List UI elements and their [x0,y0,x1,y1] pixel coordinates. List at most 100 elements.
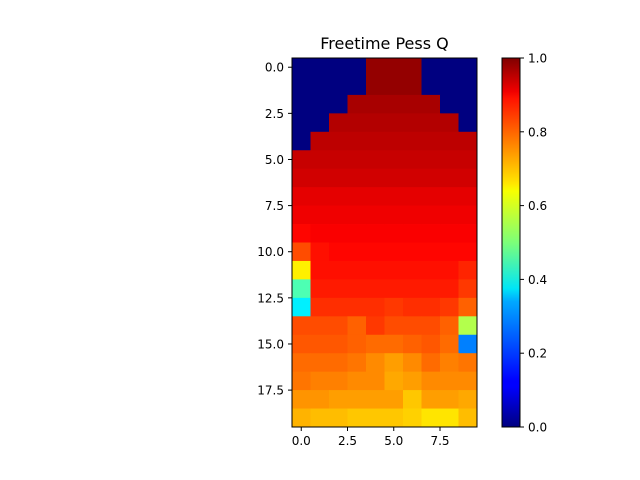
heatmap-cell [403,371,422,391]
heatmap-cell [421,260,441,280]
heatmap-cell [292,187,311,206]
y-tick-label: 12.5 [257,291,284,305]
heatmap-cell [310,316,330,336]
heatmap-cell [366,131,385,151]
heatmap-cell [329,316,348,336]
heatmap-cell [384,94,404,114]
heatmap-cell [384,150,404,170]
heatmap-cell [440,76,459,96]
heatmap-cell [310,279,330,299]
heatmap-cell [347,205,367,225]
heatmap-cell [310,94,330,114]
heatmap-cell [440,131,459,151]
heatmap-cell [421,353,441,373]
heatmap-cell [440,224,459,243]
heatmap-cell [458,58,478,77]
heatmap-cell [292,150,311,170]
heatmap-cell [458,76,478,96]
heatmap-cell [403,408,422,428]
heatmap-cell [421,76,441,96]
heatmap-cell [440,94,459,114]
heatmap-cell [458,316,478,336]
heatmap-cell [292,224,311,243]
heatmap-cell [458,334,478,354]
heatmap-cell [458,297,478,317]
heatmap-cell [440,113,459,133]
heatmap-cell [458,260,478,280]
heatmap-cell [347,316,367,336]
heatmap-cell [347,279,367,299]
heatmap-cell [347,371,367,391]
heatmap-cell [403,168,422,188]
heatmap-cell [310,334,330,354]
plot-frame [291,57,478,428]
heatmap-cell [347,297,367,317]
heatmap-cell [310,76,330,96]
x-tick-label: 5.0 [384,434,403,448]
heatmap-cell [310,390,330,409]
heatmap-cell [421,408,441,428]
heatmap-cell [366,76,385,96]
heatmap-cell [421,242,441,262]
heatmap-cell [458,94,478,114]
heatmap-cell [458,279,478,299]
colorbar-tick-label: 0.6 [528,199,547,213]
y-tick-label: 17.5 [257,384,284,398]
heatmap-cell [347,224,367,243]
heatmap-cell [366,58,385,77]
heatmap-cell [292,205,311,225]
heatmap-cell [329,224,348,243]
heatmap-cell [366,242,385,262]
x-axis: 0.0 2.5 5.0 7.5 [292,427,450,448]
heatmap-cell [458,168,478,188]
heatmap-cell [366,279,385,299]
heatmap-cell [384,371,404,391]
heatmap-cell [329,353,348,373]
x-tick-label: 7.5 [430,434,449,448]
heatmap-cell [366,205,385,225]
heatmap-cell [292,390,311,409]
colorbar-tick-label: 0.2 [528,347,547,361]
heatmap-cell [310,353,330,373]
heatmap-cell [329,371,348,391]
heatmap-cell [310,205,330,225]
heatmap-cell [458,408,478,428]
heatmap-cell [421,224,441,243]
heatmap-cell [458,187,478,206]
heatmap-cell [292,131,311,151]
heatmap-cell [292,94,311,114]
heatmap-cell [347,260,367,280]
heatmap-cell [403,297,422,317]
heatmap-cell [421,371,441,391]
heatmap-cell [458,242,478,262]
heatmap-cell [384,334,404,354]
heatmap-cell [458,113,478,133]
heatmap-cell [384,316,404,336]
heatmap-cell [440,334,459,354]
heatmap-cell [384,113,404,133]
heatmap-cell [329,390,348,409]
heatmap-cell [384,76,404,96]
colorbar-tick-label: 0.4 [528,273,547,287]
y-tick-label: 15.0 [257,337,284,351]
heatmap-cell [440,390,459,409]
y-tick-label: 7.5 [265,199,284,213]
heatmap-cell [421,168,441,188]
heatmap-cell [421,390,441,409]
heatmap-cell [347,334,367,354]
heatmap-cell [347,168,367,188]
heatmap-cell [384,168,404,188]
heatmap-cell [458,131,478,151]
colorbar [501,57,521,428]
heatmap-cell [292,76,311,96]
heatmap-cell [384,224,404,243]
heatmap-cell [384,242,404,262]
heatmap-cell [347,187,367,206]
heatmap-cell [292,168,311,188]
heatmap-cell [366,316,385,336]
heatmap-cell [403,334,422,354]
y-tick-label: 10.0 [257,245,284,259]
heatmap-cell [384,58,404,77]
heatmap-cell [440,279,459,299]
